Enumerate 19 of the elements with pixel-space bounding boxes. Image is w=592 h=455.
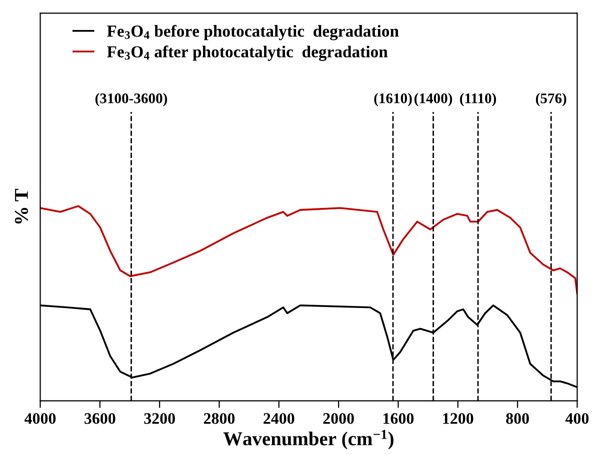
x-tick-label: 1600 bbox=[384, 413, 414, 424]
legend-label: Fe$_{3}$O$_{4}$ after photocatalytic degradation bbox=[107, 46, 388, 61]
y-axis-title: % T bbox=[14, 188, 28, 224]
x-tick-label: 2400 bbox=[264, 413, 294, 424]
x-tick-label: 400 bbox=[565, 413, 589, 424]
text: (1400) bbox=[414, 93, 452, 106]
text: (1610) bbox=[374, 93, 412, 106]
x-tick-label: 3200 bbox=[144, 413, 175, 424]
legend-label: Fe$_{3}$O$_{4}$ before photocatalytic degradation bbox=[107, 24, 399, 40]
x-axis-title: Wavenumber (cm$^{−1}$) bbox=[223, 430, 394, 450]
text: (3100-3600) bbox=[95, 93, 168, 106]
text: (576) bbox=[536, 93, 566, 106]
x-tick-label: 1200 bbox=[443, 413, 474, 424]
x-tick-label: 3600 bbox=[84, 413, 116, 424]
x-tick-label: 2800 bbox=[204, 413, 235, 424]
x-tick-label: 2000 bbox=[323, 413, 354, 424]
x-tick-label: 800 bbox=[506, 413, 529, 424]
x-tick-label: 4000 bbox=[24, 413, 56, 424]
text: (1110) bbox=[460, 93, 496, 106]
